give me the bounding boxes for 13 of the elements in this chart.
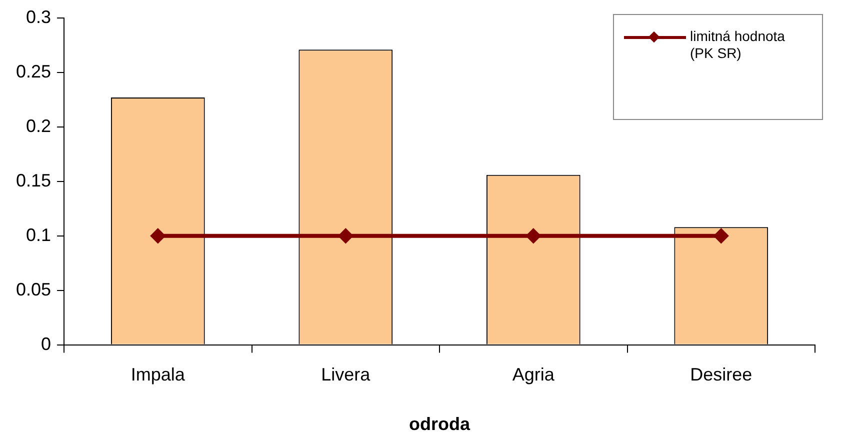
x-tick-label: Desiree (690, 364, 752, 385)
y-tick-label: 0.2 (26, 116, 52, 136)
y-tick-label: 0.15 (16, 170, 52, 190)
x-tick-label: Impala (130, 364, 186, 385)
y-tick-label: 0.25 (16, 61, 52, 82)
y-tick-label: 0.3 (26, 6, 52, 27)
x-tick-label: Agria (512, 364, 556, 385)
y-tick-label: 0.05 (16, 279, 52, 300)
x-tick-label: Livera (321, 364, 372, 385)
y-tick-label: 0 (41, 334, 52, 354)
legend-label: limitná hodnota (PK SR) (690, 28, 786, 62)
y-tick-label: 0.1 (26, 224, 52, 245)
x-axis-title: odroda (409, 414, 471, 434)
